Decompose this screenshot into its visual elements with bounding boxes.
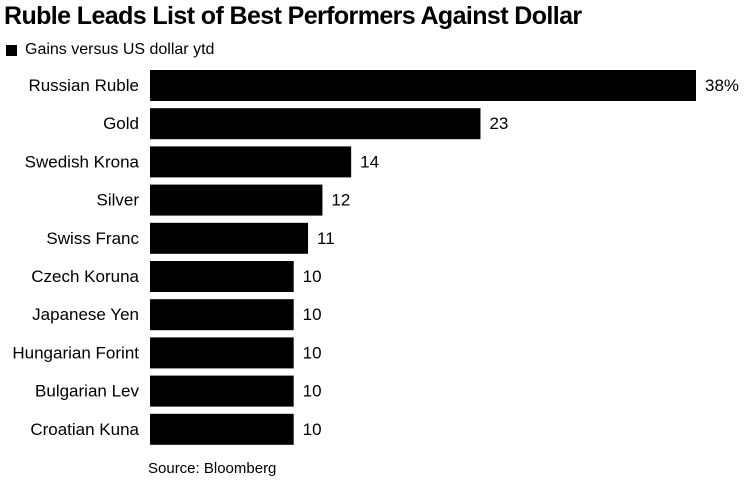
value-label: 11	[317, 229, 335, 248]
bars-layer: Russian Ruble 38% Gold 23 Swedish Krona 14 Sil…	[12, 70, 739, 445]
category-label: Gold	[103, 114, 139, 133]
category-label: Silver	[96, 191, 139, 210]
bar	[150, 70, 696, 101]
value-label: 14	[360, 152, 379, 171]
bar	[150, 146, 352, 178]
value-label: 10	[303, 420, 322, 439]
category-label: Swiss Franc	[46, 229, 139, 248]
bar	[150, 108, 481, 140]
value-label: 23	[489, 114, 508, 133]
value-label: 38%	[705, 76, 739, 95]
category-label: Czech Koruna	[31, 267, 139, 286]
value-label: 10	[303, 305, 322, 324]
category-label: Russian Ruble	[28, 76, 139, 95]
value-label: 10	[303, 343, 322, 362]
chart-title: Ruble Leads List of Best Performers Agai…	[4, 2, 582, 30]
category-label: Hungarian Forint	[12, 343, 139, 362]
bar	[150, 413, 294, 445]
value-label: 10	[303, 382, 322, 401]
category-label: Swedish Krona	[25, 152, 140, 171]
category-label: Bulgarian Lev	[35, 382, 139, 401]
legend-label: Gains versus US dollar ytd	[25, 41, 215, 58]
bar	[150, 222, 309, 254]
legend: Gains versus US dollar ytd	[6, 40, 214, 60]
bar	[150, 337, 294, 369]
source-note: Source: Bloomberg	[148, 460, 277, 477]
category-label: Croatian Kuna	[30, 420, 139, 439]
bar	[150, 375, 294, 407]
value-label: 12	[331, 191, 350, 210]
bar	[150, 261, 294, 292]
legend-swatch	[6, 44, 17, 56]
bar	[150, 184, 323, 216]
value-label: 10	[303, 267, 322, 286]
category-label: Japanese Yen	[32, 305, 139, 324]
bar	[150, 299, 294, 331]
